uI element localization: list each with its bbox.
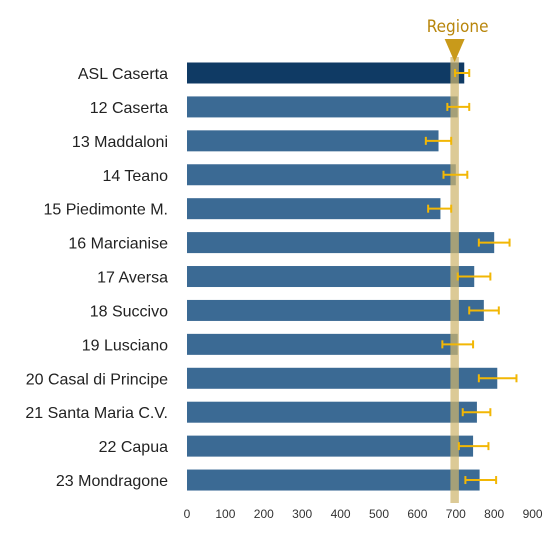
category-label: 22 Capua — [99, 439, 168, 456]
error-bar — [424, 136, 453, 145]
x-tick-label: 800 — [484, 507, 504, 521]
bar — [187, 435, 474, 457]
error-bar — [461, 408, 492, 417]
error-bar — [427, 204, 453, 213]
category-label: 23 Mondragone — [56, 473, 168, 490]
x-tick-label: 500 — [369, 507, 389, 521]
bar — [187, 62, 465, 84]
error-bar — [464, 476, 498, 485]
category-label: 14 Teano — [102, 168, 168, 185]
category-label: 15 Piedimonte M. — [43, 202, 168, 219]
category-labels: ASL Caserta 12 Caserta 13 Maddaloni 14 Tean… — [25, 66, 168, 490]
bar — [187, 266, 475, 288]
category-label: 16 Marcianise — [68, 236, 168, 253]
category-label: 12 Caserta — [90, 100, 168, 117]
reference-layer: Regione — [427, 17, 489, 503]
error-bar — [477, 238, 511, 247]
x-tick-label: 100 — [215, 507, 235, 521]
category-label: 19 Lusciano — [82, 337, 168, 354]
bar — [187, 164, 456, 186]
x-tick-label: 0 — [184, 507, 191, 521]
category-label: 13 Maddaloni — [72, 134, 168, 151]
error-bar — [454, 69, 471, 77]
error-bar — [477, 374, 518, 383]
bar — [187, 367, 498, 389]
error-bar — [441, 340, 475, 349]
category-label: ASL Caserta — [78, 66, 168, 83]
reference-label: Regione — [427, 17, 489, 37]
x-tick-label: 600 — [407, 507, 427, 521]
bar — [187, 333, 458, 355]
error-bar — [457, 442, 490, 451]
reference-marker — [444, 39, 465, 62]
reference-band — [450, 57, 459, 503]
x-tick-label: 900 — [523, 507, 543, 521]
bar — [187, 198, 441, 220]
category-label: 21 Santa Maria C.V. — [25, 405, 168, 422]
bar — [187, 401, 477, 423]
bars-layer — [187, 62, 498, 491]
x-tick-label: 400 — [331, 507, 351, 521]
bar — [187, 130, 439, 152]
error-bar — [446, 102, 471, 111]
error-bar — [442, 170, 469, 179]
category-label: 18 Succivo — [90, 303, 168, 320]
x-tick-label: 200 — [254, 507, 274, 521]
bar — [187, 232, 495, 254]
x-axis: 0 100 200 300 400 500 600 700 800 900 — [184, 507, 543, 521]
bar — [187, 96, 458, 118]
x-tick-label: 700 — [446, 507, 466, 521]
category-label: 17 Aversa — [97, 270, 168, 287]
x-tick-label: 300 — [292, 507, 312, 521]
error-bar — [468, 306, 500, 315]
bar — [187, 469, 480, 491]
category-label: 20 Casal di Principe — [26, 371, 168, 388]
error-bar — [456, 272, 492, 281]
bar — [187, 299, 484, 321]
error-bars-layer — [424, 69, 518, 485]
